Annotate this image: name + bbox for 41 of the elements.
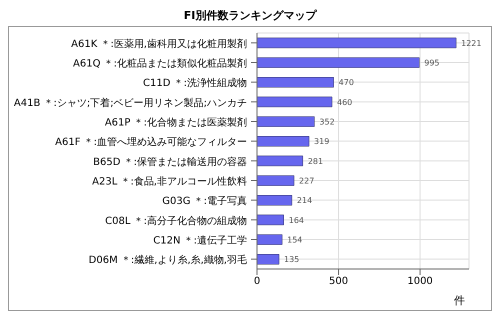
data-label: 470 bbox=[338, 78, 354, 88]
data-label: 319 bbox=[314, 137, 330, 146]
data-label: 995 bbox=[424, 58, 440, 68]
data-label: 460 bbox=[337, 98, 352, 107]
data-label: 352 bbox=[319, 117, 335, 126]
bar bbox=[257, 57, 420, 68]
y-tick-label: A61F ＊:血管へ埋め込み可能なフィルター bbox=[55, 136, 247, 148]
data-label: 154 bbox=[287, 235, 302, 244]
y-tick-label: C11D ＊:洗浄性組成物 bbox=[143, 77, 247, 90]
bar bbox=[257, 116, 315, 127]
y-tick-label: A61Q ＊:化粧品または類似化粧品製剤 bbox=[73, 58, 247, 70]
bar bbox=[257, 234, 282, 245]
bar bbox=[257, 175, 294, 186]
x-axis-title: 件 bbox=[454, 293, 465, 308]
x-tick-label: 0 bbox=[254, 276, 260, 288]
y-tick-label: A23L ＊:食品,非アルコール性飲料 bbox=[92, 176, 247, 188]
bar bbox=[257, 195, 292, 206]
bar bbox=[257, 38, 456, 48]
y-tick-label: A61K ＊:医薬用,歯科用又は化粧用製剤 bbox=[71, 38, 247, 50]
bar bbox=[257, 96, 332, 108]
y-tick-label: C12N ＊:遺伝子工学 bbox=[153, 234, 247, 246]
y-tick-label: C08L ＊:高分子化合物の組成物 bbox=[105, 214, 247, 227]
data-label: 214 bbox=[296, 196, 312, 206]
bar bbox=[257, 214, 284, 226]
bar bbox=[257, 156, 304, 166]
data-label: 1221 bbox=[461, 38, 482, 48]
y-tick-label: B65D ＊:保管または輸送用の容器 bbox=[93, 156, 247, 168]
data-label: 227 bbox=[299, 176, 314, 186]
y-tick-label: A41B ＊:シャツ;下着;ベビー用リネン製品;ハンカチ bbox=[14, 96, 247, 109]
data-label: 281 bbox=[308, 156, 324, 166]
bar bbox=[257, 254, 280, 264]
bar bbox=[257, 136, 310, 146]
y-tick-label: G03G ＊:電子写真 bbox=[162, 195, 247, 208]
bar bbox=[257, 77, 334, 88]
x-tick-label: 500 bbox=[328, 276, 348, 288]
chart-title: FI別件数ランキングマップ bbox=[182, 8, 318, 24]
x-tick-label: 1000 bbox=[407, 276, 433, 288]
data-label: 135 bbox=[284, 255, 300, 264]
y-tick-label: A61P ＊:化合物または医薬製剤 bbox=[104, 116, 247, 128]
data-label: 164 bbox=[288, 216, 304, 225]
y-tick-label: D06M ＊:繊維,より糸,糸,織物,羽毛 bbox=[88, 254, 247, 266]
